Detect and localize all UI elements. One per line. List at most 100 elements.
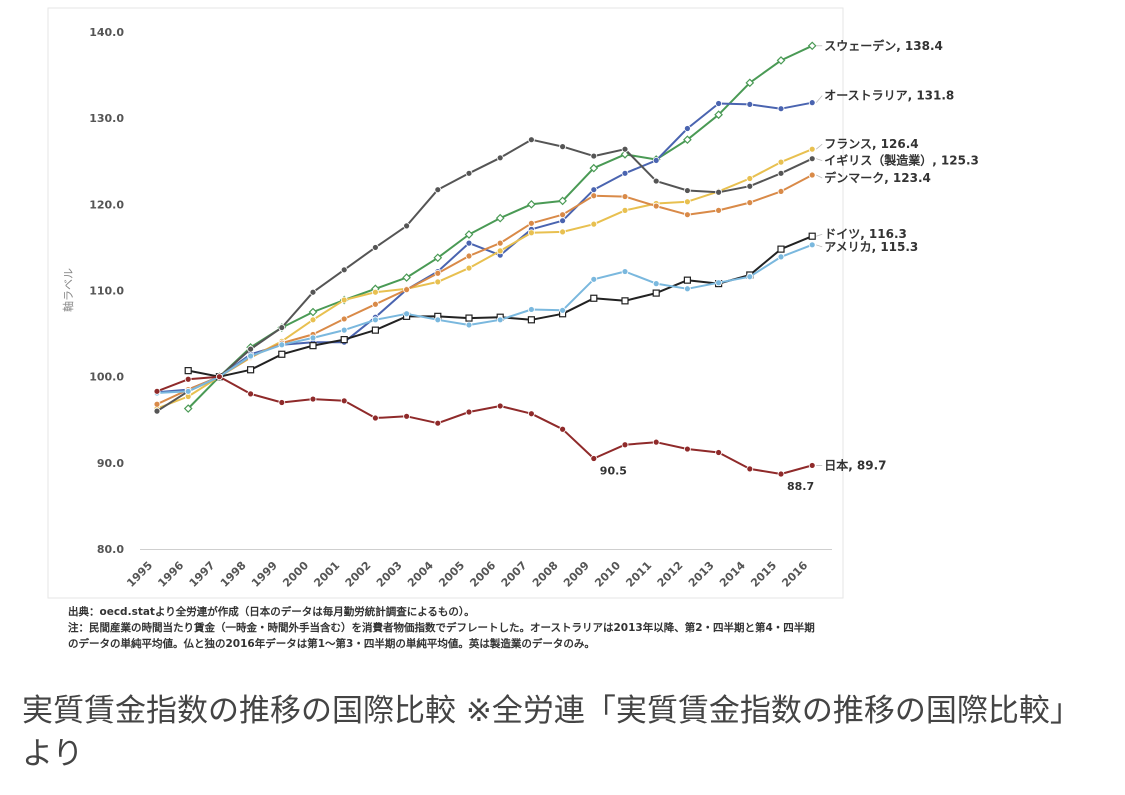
data-point (465, 169, 473, 177)
data-label: 90.5 (600, 465, 627, 478)
x-tick-label: 2015 (748, 559, 779, 590)
x-tick-label: 2008 (530, 559, 561, 590)
x-tick-label: 2002 (343, 559, 374, 590)
data-point (808, 155, 816, 163)
x-tick-label: 2001 (311, 559, 342, 590)
data-point (434, 278, 442, 286)
data-point (590, 220, 598, 228)
data-point (621, 441, 629, 449)
data-point (528, 219, 535, 227)
series-end-label: ドイツ, 116.3 (824, 227, 907, 241)
data-point (808, 171, 816, 179)
x-tick-label: 2004 (405, 559, 436, 590)
data-point (777, 158, 785, 166)
y-tick-label: 110.0 (89, 285, 124, 298)
data-point (184, 387, 192, 395)
data-point (808, 99, 816, 107)
series-end-label: デンマーク, 123.4 (824, 170, 931, 185)
data-point (620, 150, 630, 159)
data-point (652, 438, 660, 446)
data-point (558, 196, 567, 206)
data-point (340, 266, 348, 274)
data-point (340, 296, 348, 304)
data-point (403, 222, 411, 230)
label-leader (815, 143, 823, 150)
series-end-label: アメリカ, 115.3 (824, 240, 918, 254)
y-tick-label: 140.0 (89, 26, 124, 39)
data-point (465, 264, 473, 272)
data-point (434, 269, 442, 277)
data-point (308, 307, 318, 317)
data-point (247, 352, 255, 360)
y-tick-label: 80.0 (97, 543, 124, 556)
data-point (808, 232, 816, 240)
data-point (807, 41, 817, 51)
note-line-1: 注：民間産業の時間当たり賃金（一時金・時間外手当含む）を消費者物価指数でデフレー… (68, 622, 815, 634)
data-point (340, 397, 348, 405)
data-point (776, 56, 786, 65)
data-point (465, 314, 473, 322)
data-point (340, 336, 348, 344)
series-line (156, 101, 813, 394)
data-point (433, 253, 443, 263)
data-point (371, 326, 379, 334)
data-point (777, 169, 785, 177)
x-tick-label: 2003 (374, 559, 405, 590)
data-point (715, 188, 722, 196)
data-point (528, 306, 535, 313)
x-tick-label: 1997 (187, 559, 218, 590)
data-point (247, 345, 255, 353)
data-point (684, 198, 691, 206)
label-leader (816, 158, 823, 162)
data-point (714, 110, 723, 120)
line-chart: 80.0 90.0 100.0 110.0 120.0 130.0 140.0 軸ラベル 199… (47, 7, 979, 599)
data-point (309, 395, 317, 403)
image-caption: 実質賃金指数の推移の国際比較 ※全労連「実質賃金指数の推移の国際比較」より (22, 693, 1081, 772)
data-point (590, 294, 598, 302)
data-point (746, 199, 754, 207)
data-point (278, 324, 286, 331)
series-line (156, 174, 813, 406)
data-point (559, 306, 566, 314)
data-point (684, 285, 691, 293)
data-point (403, 310, 411, 318)
x-tick-label: 2007 (499, 559, 530, 590)
data-point (621, 268, 629, 275)
data-point (247, 390, 255, 398)
data-point (528, 410, 535, 418)
data-point (559, 143, 566, 151)
data-point (184, 367, 192, 375)
data-point (434, 419, 442, 427)
data-point (278, 350, 286, 358)
data-point (247, 366, 255, 374)
data-point (371, 414, 379, 422)
data-point (528, 229, 535, 237)
data-point (340, 315, 348, 323)
data-point (153, 407, 161, 415)
data-point (746, 465, 754, 473)
data-point (777, 245, 785, 253)
data-point (153, 400, 161, 408)
data-point (371, 300, 379, 308)
data-point (715, 100, 722, 107)
data-point (621, 169, 629, 177)
x-tick-label: 2011 (623, 559, 654, 590)
data-point (465, 239, 473, 247)
label-leader (816, 174, 823, 179)
series-end-label: スウェーデン, 138.4 (824, 38, 943, 53)
x-tick-label: 1999 (249, 559, 280, 590)
data-point (715, 279, 722, 287)
x-tick-label: 1995 (124, 559, 155, 590)
data-point (371, 244, 379, 251)
data-point (278, 399, 286, 406)
data-point (528, 136, 535, 144)
data-point (808, 462, 816, 469)
data-point (464, 230, 474, 239)
data-point (559, 425, 566, 433)
x-tick-label: 2012 (655, 559, 686, 590)
data-point (683, 276, 692, 284)
data-point (683, 135, 692, 145)
label-leader (815, 95, 823, 103)
y-tick-label: 120.0 (89, 198, 124, 211)
data-point (715, 206, 722, 214)
